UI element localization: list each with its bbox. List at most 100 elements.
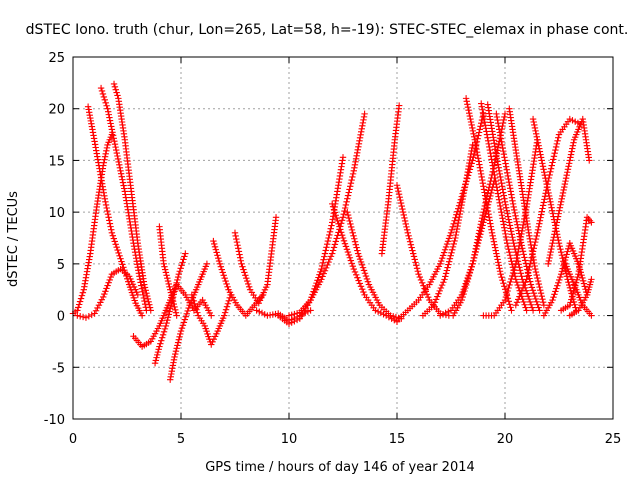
data-point xyxy=(501,283,508,290)
data-point xyxy=(215,257,223,265)
data-point xyxy=(498,183,506,190)
data-point xyxy=(493,110,500,118)
data-point xyxy=(115,249,122,257)
data-point xyxy=(532,295,539,303)
data-point xyxy=(213,249,220,256)
data-point xyxy=(489,162,496,169)
data-point xyxy=(120,182,127,189)
data-point xyxy=(465,272,473,280)
data-point xyxy=(102,150,109,157)
data-point xyxy=(549,237,557,244)
data-point xyxy=(480,205,488,213)
data-point xyxy=(333,214,340,222)
data-point xyxy=(506,185,514,192)
data-point xyxy=(551,231,558,238)
data-point xyxy=(510,203,517,211)
data-point xyxy=(478,215,486,222)
data-point xyxy=(79,313,87,321)
data-point xyxy=(362,272,370,280)
data-point xyxy=(522,209,529,217)
data-point xyxy=(337,226,344,233)
data-point xyxy=(499,215,506,222)
data-point xyxy=(183,310,190,318)
data-point xyxy=(562,254,570,261)
data-point xyxy=(193,306,200,313)
data-point xyxy=(502,163,510,170)
data-point xyxy=(514,221,521,228)
data-point xyxy=(539,202,547,209)
data-point xyxy=(496,268,504,275)
data-point xyxy=(158,334,166,341)
data-point xyxy=(110,80,118,88)
data-point xyxy=(354,247,361,254)
data-point xyxy=(552,143,560,151)
data-point xyxy=(343,198,350,205)
data-point xyxy=(514,251,521,259)
data-point xyxy=(531,292,538,300)
data-point xyxy=(540,199,547,206)
data-point xyxy=(472,142,480,150)
data-point xyxy=(478,119,485,127)
data-point xyxy=(519,284,527,292)
data-point xyxy=(533,232,540,240)
data-point xyxy=(224,300,232,307)
data-point xyxy=(444,238,452,245)
data-point xyxy=(507,225,514,232)
data-point xyxy=(181,316,189,323)
data-point xyxy=(215,254,222,262)
data-point xyxy=(509,200,517,208)
data-point xyxy=(140,291,147,299)
data-point xyxy=(569,145,576,152)
data-point xyxy=(236,254,244,261)
data-point xyxy=(550,153,558,160)
data-point xyxy=(233,235,240,243)
data-point xyxy=(536,145,543,152)
data-point xyxy=(158,337,165,344)
data-point xyxy=(208,312,215,319)
data-point xyxy=(178,325,186,332)
data-point xyxy=(466,269,474,277)
data-point xyxy=(354,146,361,154)
data-point xyxy=(480,186,488,193)
data-point xyxy=(140,294,148,302)
data-point xyxy=(495,123,502,130)
data-point xyxy=(539,205,546,212)
data-point xyxy=(445,258,453,265)
data-point xyxy=(547,168,554,176)
data-point xyxy=(479,109,487,117)
data-point xyxy=(506,252,514,259)
data-point xyxy=(172,350,179,358)
data-point xyxy=(237,257,245,264)
data-arc xyxy=(74,265,141,321)
data-point xyxy=(480,183,487,190)
data-point xyxy=(328,222,335,229)
data-point xyxy=(218,266,225,273)
data-point xyxy=(462,95,470,102)
data-point xyxy=(347,257,355,264)
data-point xyxy=(111,140,119,148)
data-point xyxy=(497,205,505,213)
data-point xyxy=(499,186,506,193)
data-point xyxy=(459,293,466,301)
data-point xyxy=(354,274,361,281)
data-point xyxy=(476,161,483,168)
data-point xyxy=(134,291,141,299)
data-point xyxy=(535,304,542,311)
data-point xyxy=(501,227,509,234)
data-point xyxy=(527,281,535,288)
data-point xyxy=(243,275,250,282)
y-tick-label: -10 xyxy=(44,413,65,428)
data-point xyxy=(561,183,568,191)
data-point xyxy=(501,113,508,121)
data-point xyxy=(173,279,180,287)
data-point xyxy=(542,177,550,185)
x-tick-label: 20 xyxy=(497,432,514,447)
data-point xyxy=(164,275,171,282)
data-point xyxy=(483,201,491,209)
data-point xyxy=(116,252,123,260)
data-point xyxy=(478,173,485,181)
data-point xyxy=(99,90,107,98)
data-point xyxy=(452,234,459,242)
data-point xyxy=(539,299,547,306)
data-point xyxy=(580,280,588,287)
